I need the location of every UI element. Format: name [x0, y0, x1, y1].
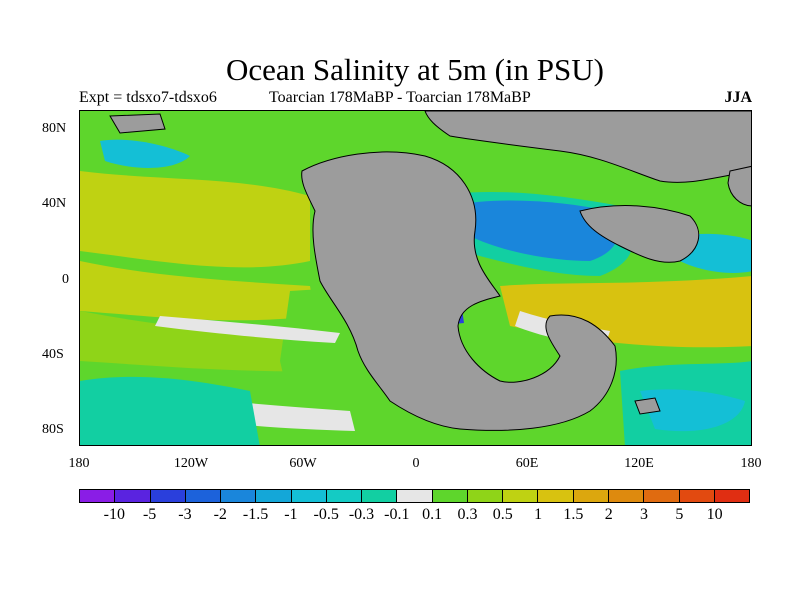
fresh-core-tethys [450, 200, 619, 261]
season-label: JJA [724, 89, 752, 106]
lat-tick-label: 40N [42, 196, 67, 211]
lat-tick-label: 80N [42, 121, 67, 136]
colorbar-label: 0.1 [422, 506, 443, 523]
far-east-landmass [727, 165, 751, 207]
southeast-island [634, 397, 661, 415]
colorbar-label: -5 [142, 506, 157, 523]
colorbar-swatch [221, 490, 257, 502]
neutral-band-1 [155, 316, 340, 343]
lon-tick-label: 120E [624, 456, 654, 471]
colorbar-swatch [644, 490, 680, 502]
salinity-map [79, 110, 752, 446]
colorbar-label: -1 [284, 506, 298, 523]
salty-band-north-pacific [80, 171, 310, 268]
colorbar-swatch [467, 490, 504, 502]
colorbar-swatch [80, 490, 116, 502]
colorbar-label: 10 [706, 506, 723, 523]
lon-tick-label: 0 [412, 456, 420, 471]
colorbar-swatch [503, 490, 539, 502]
fresh-region-northeast [680, 233, 751, 273]
colorbar-label: 2 [604, 506, 613, 523]
fresh-region-southwest [80, 376, 260, 445]
lon-tick-label: 180 [68, 456, 90, 471]
colorbar-label: -0.3 [348, 506, 375, 523]
colorbar-swatch [573, 490, 609, 502]
colorbar-label: 0.5 [492, 506, 513, 523]
colorbar-swatch [115, 490, 151, 502]
colorbar-swatch [291, 490, 327, 502]
colorbar-label: -10 [103, 506, 125, 523]
pangaea-landmass [301, 151, 617, 431]
colorbar [79, 489, 750, 503]
colorbar-label: 1.5 [563, 506, 584, 523]
colorbar-swatch [432, 490, 468, 502]
period-label: Toarcian 178MaBP - Toarcian 178MaBP [269, 89, 531, 106]
salinity-map-canvas [80, 111, 751, 445]
colorbar-label: 3 [640, 506, 649, 523]
colorbar-swatch [256, 490, 292, 502]
colorbar-label: 0.3 [457, 506, 478, 523]
map-title: Ocean Salinity at 5m (in PSU) [226, 52, 604, 87]
colorbar-swatch [679, 490, 715, 502]
lat-tick-label: 40S [42, 347, 64, 362]
experiment-label: Expt = tdsxo7-tdsxo6 [79, 89, 217, 106]
colorbar-label: -0.5 [313, 506, 339, 523]
colorbar-label: -1.5 [242, 506, 269, 523]
colorbar-swatch [714, 490, 750, 502]
lat-tick-label: 80S [42, 422, 64, 437]
lon-tick-label: 60E [515, 456, 539, 471]
colorbar-label: 5 [675, 506, 684, 523]
lon-tick-label: 60W [289, 456, 317, 471]
fresh-core-southeast [640, 389, 745, 432]
colorbar-label: -0.1 [384, 506, 410, 523]
colorbar-label: -3 [178, 506, 192, 523]
lon-tick-label: 180 [740, 456, 762, 471]
colorbar-label: -2 [213, 506, 227, 523]
arctic-island [109, 113, 166, 134]
colorbar-swatch [397, 490, 433, 502]
lat-tick-label: 0 [62, 272, 69, 287]
colorbar-swatch [608, 490, 645, 502]
salty-band-equator [80, 261, 315, 321]
colorbar-swatch [185, 490, 222, 502]
colorbar-swatch [538, 490, 574, 502]
fresh-region-northwest [100, 139, 190, 168]
laurasia-north-landmass [424, 111, 751, 183]
asia-east-landmass [579, 205, 700, 263]
colorbar-swatch [362, 490, 398, 502]
lon-tick-label: 120W [173, 456, 209, 471]
salty-band-south [80, 311, 330, 372]
colorbar-swatch [326, 490, 363, 502]
colorbar-swatch [150, 490, 186, 502]
colorbar-label: 1 [534, 506, 543, 523]
